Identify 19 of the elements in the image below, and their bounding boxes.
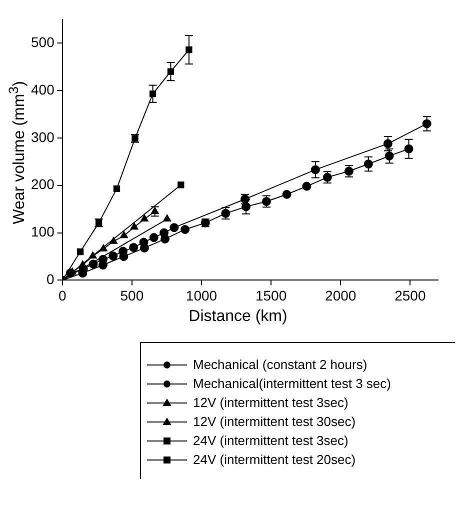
legend-label: Mechanical (constant 2 hours) — [193, 357, 368, 372]
x-tick-label: 1500 — [255, 287, 287, 304]
legend-label: 24V (intermittent test 3sec) — [193, 433, 348, 448]
x-tick-label: 2000 — [325, 287, 356, 304]
legend-label: Mechanical(intermittent test 3 sec) — [193, 376, 391, 391]
y-tick-label: 200 — [31, 176, 55, 192]
legend-label: 12V (intermittent test 30sec) — [193, 414, 356, 429]
y-tick-label: 300 — [31, 128, 55, 145]
x-axis-title: Distance (km) — [188, 308, 288, 326]
legend-label: 24V (intermittent test 20sec) — [193, 452, 356, 467]
y-tick-label: 0 — [46, 271, 55, 288]
legend-label: 12V (intermittent test 3sec) — [193, 395, 348, 410]
x-tick-label: 2500 — [394, 287, 426, 304]
x-tick-label: 500 — [120, 287, 144, 304]
x-tick-label: 0 — [58, 287, 66, 304]
y-tick-label: 400 — [31, 81, 55, 98]
y-tick-label: 500 — [31, 34, 55, 50]
x-tick-label: 1000 — [186, 287, 218, 304]
y-tick-label: 100 — [31, 224, 55, 240]
